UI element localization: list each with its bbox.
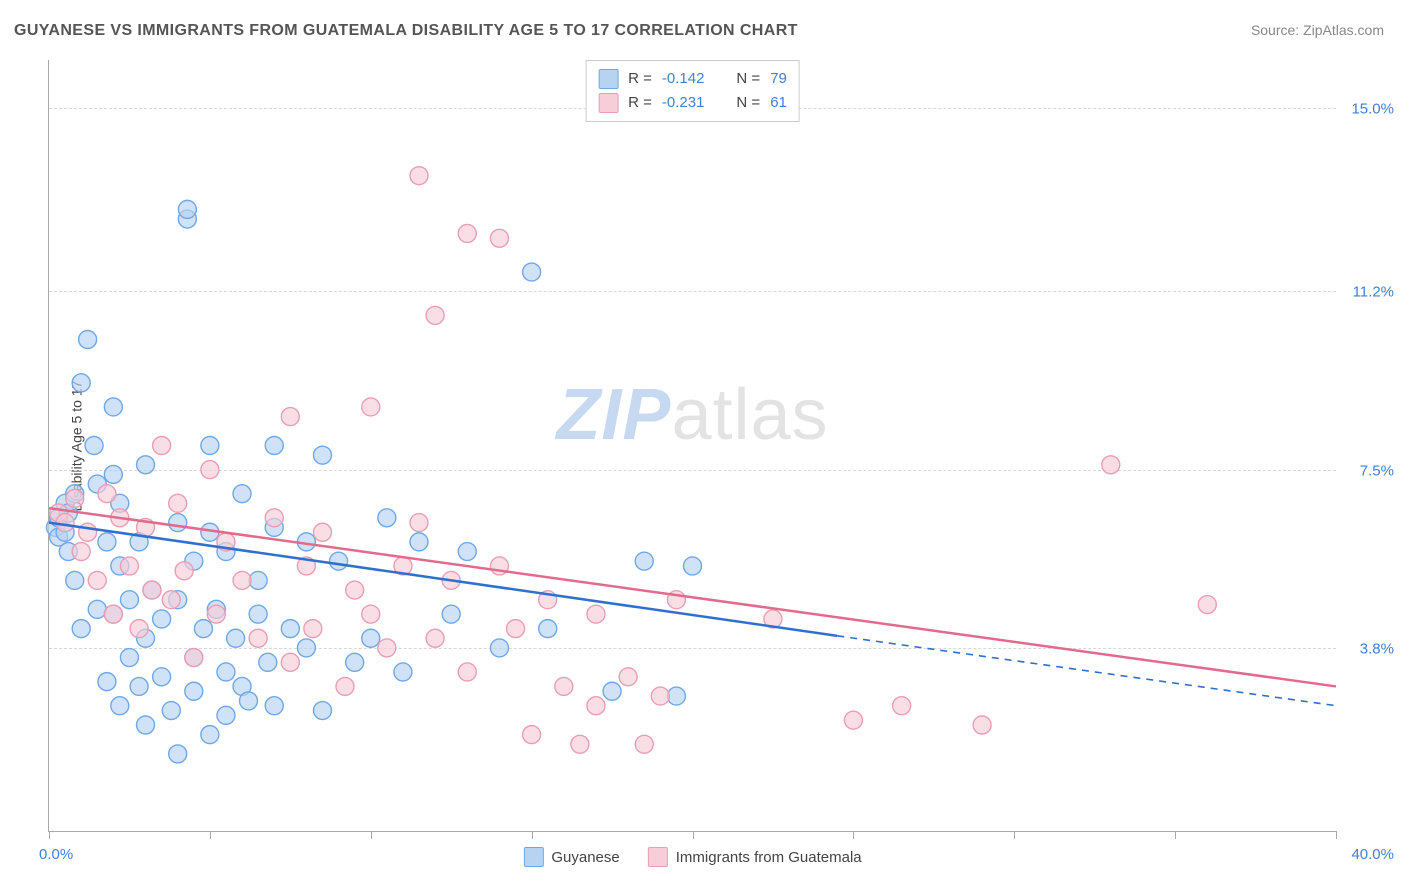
- y-tick-label: 7.5%: [1360, 462, 1394, 479]
- plot-area: Disability Age 5 to 17 3.8%7.5%11.2%15.0…: [48, 60, 1336, 832]
- y-tick-label: 11.2%: [1353, 284, 1394, 301]
- trendline: [49, 508, 1336, 686]
- legend-swatch-guyanese: [598, 69, 618, 89]
- x-tick: [532, 831, 533, 839]
- source-prefix: Source:: [1251, 22, 1303, 38]
- x-tick: [1175, 831, 1176, 839]
- correlation-legend: R = -0.142 N = 79 R = -0.231 N = 61: [585, 60, 800, 122]
- series-legend: Guyanese Immigrants from Guatemala: [523, 847, 861, 867]
- r-value-1: -0.142: [662, 67, 705, 91]
- n-label: N =: [736, 67, 760, 91]
- n-value-1: 79: [770, 67, 787, 91]
- legend-label-guyanese: Guyanese: [551, 849, 619, 866]
- legend-item-guyanese: Guyanese: [523, 847, 619, 867]
- y-tick-label: 15.0%: [1351, 101, 1394, 118]
- n-label: N =: [736, 91, 760, 115]
- x-tick: [1336, 831, 1337, 839]
- r-label: R =: [628, 67, 652, 91]
- legend-item-guatemala: Immigrants from Guatemala: [648, 847, 862, 867]
- x-tick: [210, 831, 211, 839]
- chart-title: GUYANESE VS IMMIGRANTS FROM GUATEMALA DI…: [14, 22, 798, 40]
- y-tick-label: 3.8%: [1360, 640, 1394, 657]
- x-tick: [693, 831, 694, 839]
- x-axis-min-label: 0.0%: [39, 846, 73, 863]
- trendline-layer: [49, 60, 1336, 831]
- x-axis-max-label: 40.0%: [1351, 846, 1394, 863]
- legend-swatch-guatemala: [598, 93, 618, 113]
- trendline-extrapolated: [837, 636, 1336, 706]
- source-attribution: Source: ZipAtlas.com: [1251, 22, 1384, 38]
- legend-swatch-guyanese: [523, 847, 543, 867]
- x-tick: [1014, 831, 1015, 839]
- n-value-2: 61: [770, 91, 787, 115]
- x-tick: [853, 831, 854, 839]
- legend-row-2: R = -0.231 N = 61: [598, 91, 787, 115]
- r-label: R =: [628, 91, 652, 115]
- trendline: [49, 523, 837, 636]
- legend-row-1: R = -0.142 N = 79: [598, 67, 787, 91]
- legend-swatch-guatemala: [648, 847, 668, 867]
- source-name: ZipAtlas.com: [1303, 22, 1384, 38]
- legend-label-guatemala: Immigrants from Guatemala: [676, 849, 862, 866]
- x-tick: [371, 831, 372, 839]
- chart-container: GUYANESE VS IMMIGRANTS FROM GUATEMALA DI…: [0, 0, 1406, 892]
- r-value-2: -0.231: [662, 91, 705, 115]
- x-tick: [49, 831, 50, 839]
